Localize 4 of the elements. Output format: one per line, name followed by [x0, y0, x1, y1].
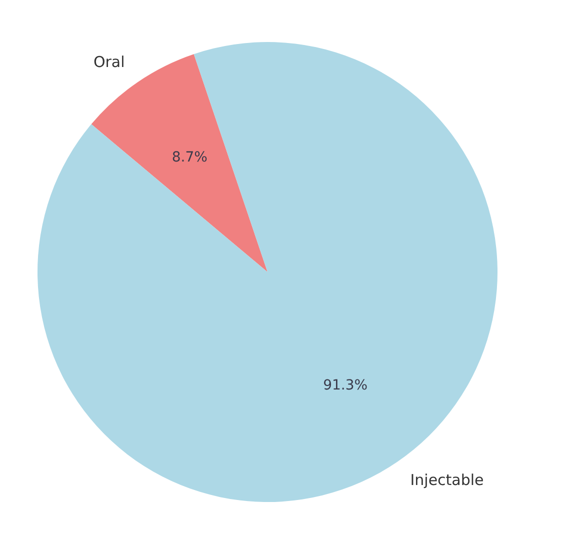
data-label: 8.7% — [172, 150, 208, 166]
slice-label: Injectable — [410, 470, 484, 489]
data-label: 91.3% — [323, 378, 368, 394]
slice-label: Oral — [93, 52, 125, 71]
